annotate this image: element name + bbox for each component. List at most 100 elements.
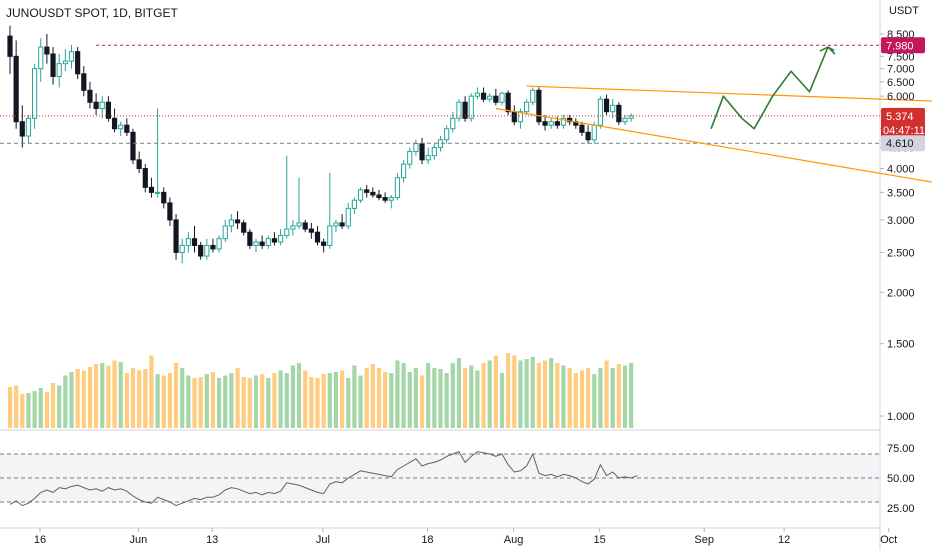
volume-bar: [364, 368, 369, 428]
candle-body: [210, 244, 216, 250]
volume-bar: [518, 360, 523, 428]
candle-body: [536, 89, 542, 123]
candle-body: [394, 177, 401, 199]
candle-body: [579, 124, 585, 133]
candle-body: [204, 244, 210, 257]
volume-bar: [555, 363, 560, 428]
candle-body: [75, 51, 81, 75]
volume-bar: [327, 373, 332, 428]
candle-body: [13, 55, 19, 123]
time-tick-label: 12: [778, 534, 790, 546]
price-tick-label: 2.500: [887, 247, 915, 259]
candle-body: [327, 225, 333, 246]
candle-body: [32, 68, 38, 119]
candle-body: [505, 92, 511, 113]
time-tick-label: Aug: [504, 534, 524, 546]
candle-body: [93, 101, 99, 109]
price-tick-label: 3.000: [887, 215, 915, 227]
price-tick-label: 6.500: [887, 77, 915, 89]
resistance-price-tag: 7.980: [886, 40, 914, 52]
candle-layer: [7, 25, 634, 264]
volume-bar: [149, 355, 154, 428]
candle-body: [173, 219, 179, 253]
volume-bar: [229, 373, 234, 428]
time-tick-label: 13: [206, 534, 218, 546]
volume-bar: [475, 370, 480, 428]
volume-bar: [426, 363, 431, 428]
candle-body: [548, 121, 554, 126]
candle-body: [333, 222, 339, 227]
volume-bar: [469, 365, 474, 428]
volume-bar: [161, 375, 166, 428]
candle-body: [241, 222, 247, 233]
volume-bar: [14, 385, 19, 428]
volume-bar: [512, 355, 517, 428]
candle-body: [450, 117, 456, 130]
candle-body: [364, 189, 370, 193]
support-price-tag: 4.610: [886, 138, 914, 150]
candle-body: [290, 225, 296, 230]
price-tick-label: 1.500: [887, 339, 915, 351]
volume-bar: [186, 375, 191, 428]
volume-bar: [63, 375, 68, 428]
candle-body: [388, 197, 394, 201]
candle-body: [321, 241, 327, 246]
volume-bar: [106, 365, 111, 428]
volume-bar: [143, 369, 148, 428]
candle-body: [56, 63, 62, 77]
candle-body: [351, 199, 357, 209]
rsi-tick-label: 50.00: [887, 473, 915, 485]
volume-bar: [38, 388, 43, 428]
volume-bar: [432, 368, 437, 428]
candle-body: [253, 241, 259, 246]
volume-bar: [247, 378, 252, 428]
volume-bar: [112, 360, 117, 428]
volume-bar: [272, 373, 277, 428]
candle-body: [376, 194, 382, 199]
candle-body: [155, 191, 161, 194]
candle-body: [278, 234, 284, 243]
candle-body: [425, 155, 431, 161]
volume-bar: [303, 370, 308, 428]
volume-bar: [376, 368, 382, 428]
volume-bar: [450, 363, 455, 428]
volume-bar: [210, 372, 216, 428]
candle-body: [179, 244, 185, 253]
volume-bar: [315, 378, 320, 428]
rsi-band: [0, 454, 880, 502]
candle-body: [339, 222, 345, 227]
price-tick-label: 7.000: [887, 64, 915, 76]
volume-bar: [622, 365, 628, 428]
candle-body: [407, 151, 413, 165]
volume-bar: [75, 369, 80, 428]
candle-body: [87, 89, 93, 103]
candle-body: [622, 117, 628, 123]
candle-body: [370, 191, 376, 196]
drawing-layer[interactable]: [0, 44, 932, 187]
volume-bar: [542, 360, 548, 428]
candle-body: [499, 92, 505, 103]
volume-bar: [370, 364, 375, 428]
candle-body: [560, 117, 567, 126]
time-tick-label: 16: [34, 534, 46, 546]
volume-bar: [266, 378, 271, 428]
candle-body: [603, 98, 610, 113]
candle-body: [357, 189, 364, 201]
volume-bar: [419, 375, 425, 428]
volume-bar: [604, 360, 609, 428]
candle-body: [62, 60, 68, 65]
candle-body: [345, 207, 351, 227]
candle-body: [124, 124, 130, 133]
volume-bar: [198, 377, 203, 428]
volume-bar: [100, 363, 105, 428]
price-axis-unit: USDT: [889, 5, 919, 17]
volume-bar: [130, 368, 136, 428]
candle-body: [314, 231, 321, 243]
volume-bar: [561, 365, 566, 428]
time-tick-label: Jul: [316, 534, 330, 546]
volume-bar: [573, 373, 578, 428]
candle-body: [271, 238, 278, 243]
candle-body: [19, 121, 25, 137]
